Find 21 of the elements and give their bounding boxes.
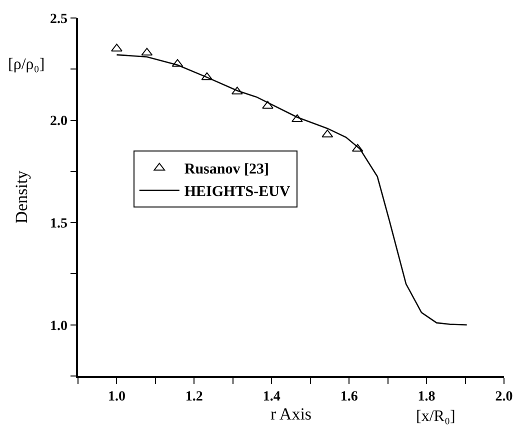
x-axis-title: r Axis	[270, 404, 312, 424]
x-tick-label: 1.0	[108, 390, 126, 405]
y-tick-label: 1.0	[50, 318, 68, 334]
text: [x/R₀]	[416, 408, 456, 425]
x-tick-label: 1.8	[418, 390, 436, 405]
y-tick-label: 1.5	[50, 216, 68, 232]
x-tick-label: 1.4	[262, 390, 280, 405]
point	[262, 100, 274, 109]
x-tick-label: 1.6	[340, 390, 358, 405]
legend-label: Rusanov [23]	[184, 162, 269, 178]
x-tick-label: 1.2	[185, 390, 203, 405]
y-tick-label: 2.5	[50, 12, 68, 27]
point	[292, 114, 303, 122]
legend-label: HEIGHTS-EUV	[184, 184, 290, 200]
text: [ρ/ρ₀]	[8, 56, 45, 73]
point	[201, 72, 213, 80]
y-tick-label: 2.0	[50, 114, 68, 130]
x-tick-label: 2.0	[495, 390, 513, 405]
point	[141, 48, 153, 56]
point	[352, 144, 364, 152]
y-axis-title: Density	[12, 170, 31, 224]
